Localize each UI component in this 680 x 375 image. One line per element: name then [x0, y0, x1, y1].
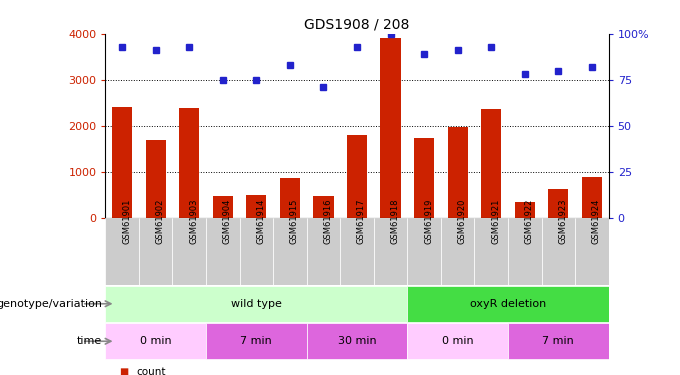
- Text: 7 min: 7 min: [241, 336, 272, 346]
- Text: GSM61915: GSM61915: [290, 198, 299, 244]
- Text: GSM61916: GSM61916: [324, 198, 333, 244]
- Text: GSM61902: GSM61902: [156, 198, 165, 244]
- Text: GSM61917: GSM61917: [357, 198, 366, 244]
- Bar: [407, 286, 609, 322]
- Bar: [139, 217, 173, 285]
- Text: GSM61903: GSM61903: [189, 198, 199, 244]
- Bar: [307, 217, 340, 285]
- Bar: [105, 323, 206, 359]
- Text: 7 min: 7 min: [543, 336, 574, 346]
- Text: genotype/variation: genotype/variation: [0, 299, 102, 309]
- Text: GSM61901: GSM61901: [122, 198, 131, 244]
- Bar: [481, 109, 501, 217]
- Bar: [548, 189, 568, 217]
- Bar: [307, 323, 407, 359]
- Bar: [575, 217, 609, 285]
- Text: oxyR deletion: oxyR deletion: [470, 299, 546, 309]
- Bar: [347, 135, 367, 218]
- Text: GSM61922: GSM61922: [525, 198, 534, 244]
- Bar: [374, 217, 407, 285]
- Bar: [246, 195, 267, 217]
- Bar: [213, 196, 233, 217]
- Text: GSM61920: GSM61920: [458, 198, 466, 244]
- Bar: [515, 202, 534, 217]
- Bar: [508, 217, 541, 285]
- Text: GSM61923: GSM61923: [558, 198, 567, 244]
- Bar: [407, 323, 508, 359]
- Text: GSM61924: GSM61924: [592, 198, 601, 244]
- Text: GSM61904: GSM61904: [223, 198, 232, 244]
- Text: 0 min: 0 min: [442, 336, 473, 346]
- Text: count: count: [136, 367, 165, 375]
- Bar: [313, 196, 333, 217]
- Text: wild type: wild type: [231, 299, 282, 309]
- Text: GSM61918: GSM61918: [390, 198, 400, 244]
- Bar: [407, 217, 441, 285]
- Bar: [582, 177, 602, 218]
- Text: time: time: [77, 336, 102, 346]
- Bar: [173, 217, 206, 285]
- Bar: [475, 217, 508, 285]
- Text: 0 min: 0 min: [140, 336, 171, 346]
- Bar: [146, 140, 166, 218]
- Bar: [414, 138, 434, 218]
- Bar: [180, 108, 199, 218]
- Bar: [280, 178, 300, 218]
- Bar: [508, 323, 609, 359]
- Bar: [112, 107, 132, 218]
- Title: GDS1908 / 208: GDS1908 / 208: [305, 17, 409, 31]
- Bar: [447, 128, 468, 218]
- Bar: [105, 217, 139, 285]
- Bar: [273, 217, 307, 285]
- Bar: [206, 217, 239, 285]
- Bar: [441, 217, 475, 285]
- Text: GSM61919: GSM61919: [424, 198, 433, 244]
- Text: ■: ■: [119, 367, 129, 375]
- Bar: [105, 286, 407, 322]
- Text: 30 min: 30 min: [338, 336, 376, 346]
- Bar: [381, 38, 401, 218]
- Text: GSM61914: GSM61914: [256, 198, 265, 244]
- Bar: [541, 217, 575, 285]
- Bar: [340, 217, 374, 285]
- Bar: [206, 323, 307, 359]
- Text: GSM61921: GSM61921: [491, 198, 500, 244]
- Bar: [239, 217, 273, 285]
